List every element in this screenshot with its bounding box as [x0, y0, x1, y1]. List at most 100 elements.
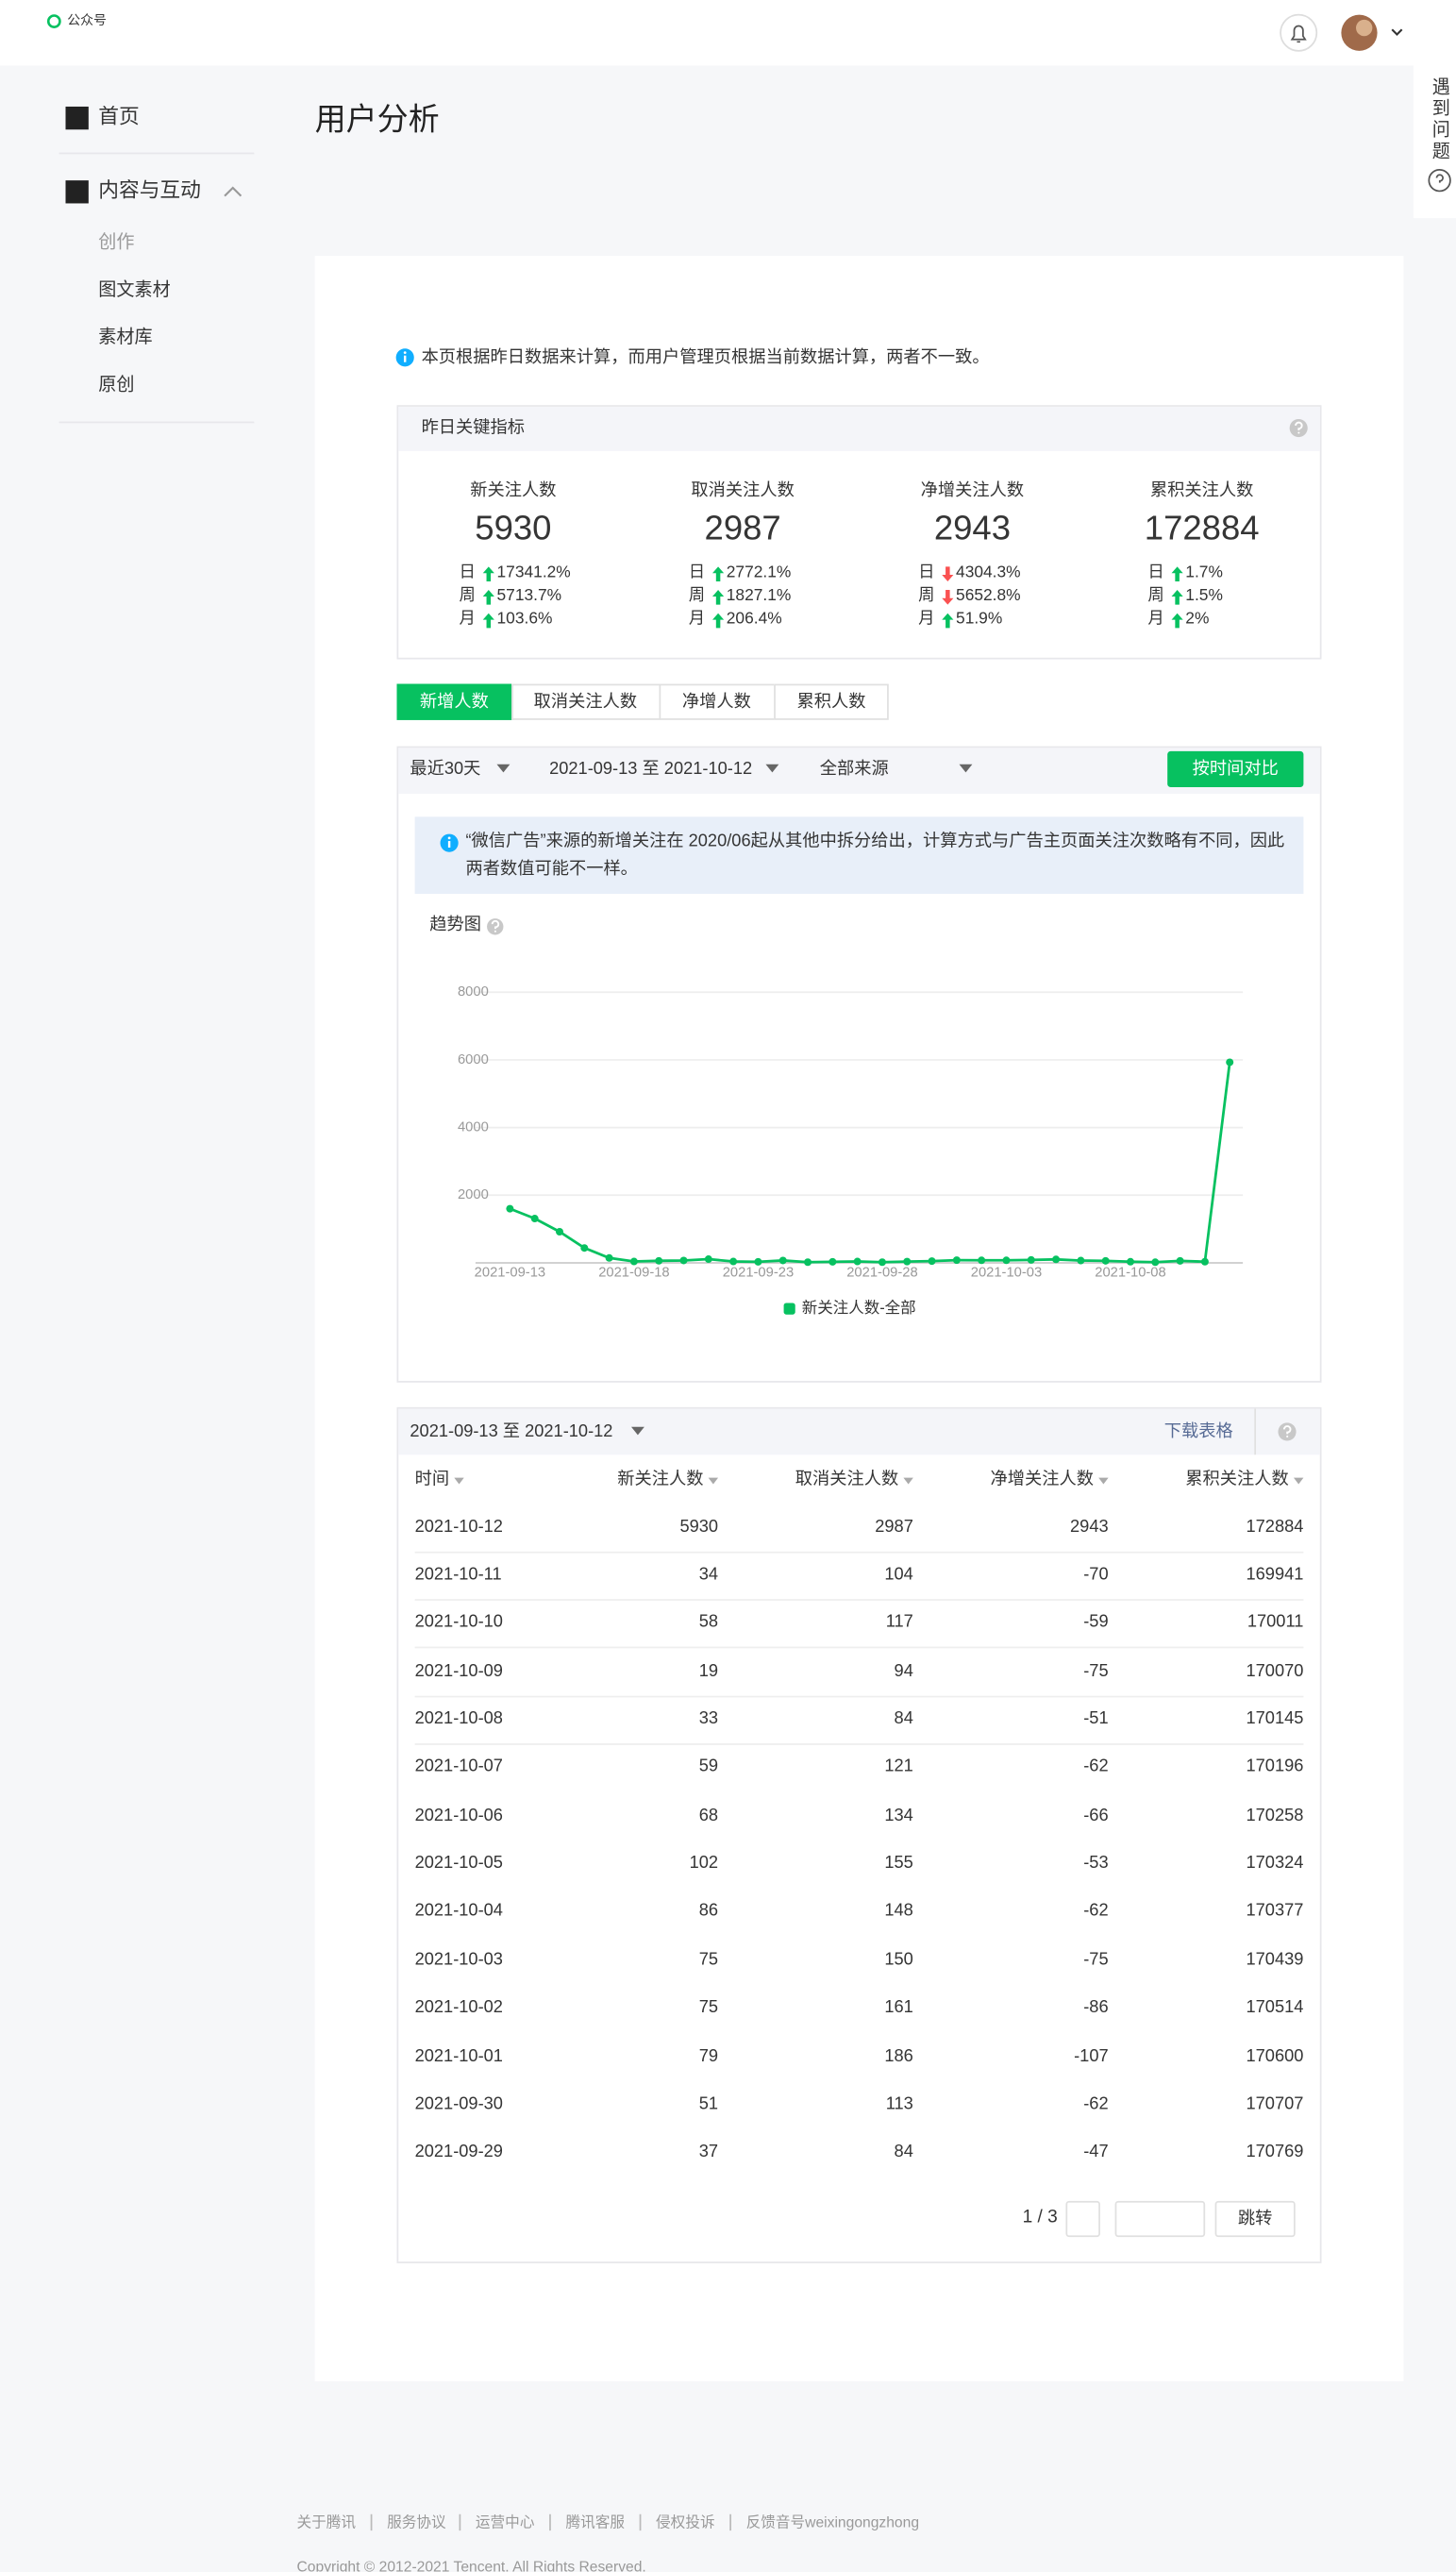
- table-cell: 170707: [1246, 2093, 1304, 2114]
- table-cell: 113: [885, 2093, 913, 2114]
- nav-subitem[interactable]: 原创: [98, 376, 135, 396]
- metric-period: 周: [688, 587, 706, 606]
- table-cell: 170600: [1246, 2045, 1304, 2066]
- table-box: [396, 1406, 1322, 2263]
- notice-text: 本页根据昨日数据来计算，而用户管理页根据当前数据计算，两者不一致。: [421, 346, 990, 367]
- compare-button[interactable]: [1167, 750, 1304, 788]
- table-cell: 2021-09-30: [414, 2093, 503, 2114]
- jump-label: 跳转: [1237, 2208, 1273, 2228]
- nav-subitem[interactable]: 图文素材: [98, 280, 171, 301]
- table-cell: 170514: [1246, 1997, 1304, 2018]
- metric-change: 17341.2%: [496, 563, 571, 582]
- footer-link[interactable]: 侵权投诉: [656, 2513, 715, 2530]
- table-cell: 19: [698, 1660, 719, 1681]
- footer-link[interactable]: 反馈音号weixingongzhong: [745, 2513, 920, 2530]
- table-cell: 134: [884, 1805, 913, 1825]
- footer-link[interactable]: 运营中心: [475, 2513, 535, 2530]
- metric-change: 5652.8%: [956, 587, 1021, 606]
- help-text[interactable]: 遇到问题: [1430, 76, 1450, 163]
- table-cell: -62: [1083, 1901, 1109, 1922]
- table-cell: 2021-10-04: [414, 1901, 503, 1922]
- nav-item[interactable]: 首页: [98, 105, 140, 128]
- metric-change: 5713.7%: [496, 587, 562, 606]
- table-cell: 170439: [1246, 1949, 1304, 1970]
- column-header: 新关注人数: [617, 1469, 704, 1489]
- table-cell: 68: [698, 1805, 719, 1825]
- tab-label: 净增人数: [681, 691, 751, 712]
- page-button[interactable]: [1065, 2200, 1100, 2238]
- metric-period: 月: [1147, 611, 1164, 630]
- filter-bar: [398, 748, 1320, 795]
- row-divider: [414, 1599, 1304, 1601]
- table-cell: -86: [1083, 1997, 1109, 2018]
- metrics-title: 昨日关键指标: [421, 417, 526, 438]
- row-divider: [414, 1551, 1304, 1553]
- metric-period: 月: [459, 611, 476, 630]
- dropdown-arrow: [765, 764, 779, 772]
- table-cell: 37: [698, 2142, 719, 2162]
- nav-subitem[interactable]: 素材库: [98, 328, 153, 348]
- bar-separator: [1254, 1408, 1257, 1455]
- column-header: 累积关注人数: [1185, 1469, 1289, 1489]
- range-select[interactable]: 最近30天: [410, 758, 481, 779]
- footer-link[interactable]: 关于腾讯: [296, 2513, 357, 2530]
- download-link[interactable]: 下载表格: [1163, 1420, 1233, 1441]
- table-cell: 170070: [1246, 1660, 1304, 1681]
- table-cell: 2021-09-29: [414, 2142, 503, 2162]
- table-cell: 170011: [1247, 1612, 1304, 1633]
- table-cell: 117: [885, 1612, 913, 1633]
- tab[interactable]: [774, 683, 889, 720]
- table-date-select[interactable]: 2021-09-13 至 2021-10-12: [410, 1420, 613, 1441]
- footer-link[interactable]: 服务协议: [387, 2513, 446, 2530]
- page-title: 用户分析: [314, 102, 440, 138]
- metric-change: 103.6%: [496, 611, 553, 630]
- footer-separator: [729, 2513, 731, 2531]
- metric-value: 2943: [933, 510, 1011, 548]
- column-header: 时间: [414, 1469, 450, 1489]
- metric-period: 日: [1147, 563, 1164, 582]
- metric-change: 206.4%: [726, 611, 782, 630]
- metric-period: 周: [918, 587, 935, 606]
- table-cell: -62: [1083, 2093, 1109, 2114]
- metric-name: 累积关注人数: [1149, 479, 1254, 500]
- metrics-header: [398, 406, 1320, 451]
- table-cell: 170145: [1246, 1708, 1304, 1729]
- jump-button[interactable]: [1214, 2200, 1296, 2238]
- metric-change: 4304.3%: [956, 563, 1021, 582]
- tab[interactable]: [659, 683, 776, 720]
- table-cell: 170258: [1246, 1805, 1304, 1825]
- metrics-box: [396, 405, 1322, 660]
- table-cell: 58: [698, 1612, 719, 1633]
- footer-link[interactable]: 腾讯客服: [565, 2513, 626, 2530]
- footer-separator: [549, 2513, 551, 2531]
- ad-notice-text: “微信广告”来源的新增关注在 2020/06起从其他中拆分给出，计算方式与广告主…: [465, 831, 1285, 879]
- ad-notice-box: [414, 816, 1304, 894]
- table-cell: 2021-10-01: [414, 2045, 503, 2066]
- tab[interactable]: [396, 683, 513, 720]
- table-cell: 148: [884, 1901, 913, 1922]
- table-cell: 84: [894, 2142, 913, 2162]
- row-divider: [414, 1695, 1304, 1697]
- table-cell: 2021-10-12: [414, 1516, 503, 1537]
- metric-value: 5930: [475, 510, 552, 548]
- table-cell: 2021-10-11: [414, 1564, 502, 1585]
- table-cell: 2021-10-08: [414, 1708, 503, 1729]
- footer-separator: [459, 2513, 461, 2531]
- logo-text: 公众号: [67, 13, 107, 29]
- page-input[interactable]: [1114, 2200, 1206, 2238]
- tab[interactable]: [511, 683, 661, 720]
- footer-separator: [639, 2513, 642, 2531]
- date-select[interactable]: 2021-09-13 至 2021-10-12: [549, 758, 753, 779]
- table-cell: 2021-10-02: [414, 1997, 503, 2018]
- table-cell: 161: [884, 1997, 913, 2018]
- table-cell: 75: [698, 1997, 719, 2018]
- source-select[interactable]: 全部来源: [819, 758, 889, 779]
- metric-name: 净增关注人数: [920, 479, 1025, 500]
- table-cell: 170377: [1246, 1901, 1304, 1922]
- table-cell: 86: [698, 1901, 719, 1922]
- metric-name: 新关注人数: [470, 479, 557, 500]
- table-cell: 170196: [1246, 1757, 1304, 1777]
- nav-item[interactable]: 内容与互动: [98, 178, 201, 203]
